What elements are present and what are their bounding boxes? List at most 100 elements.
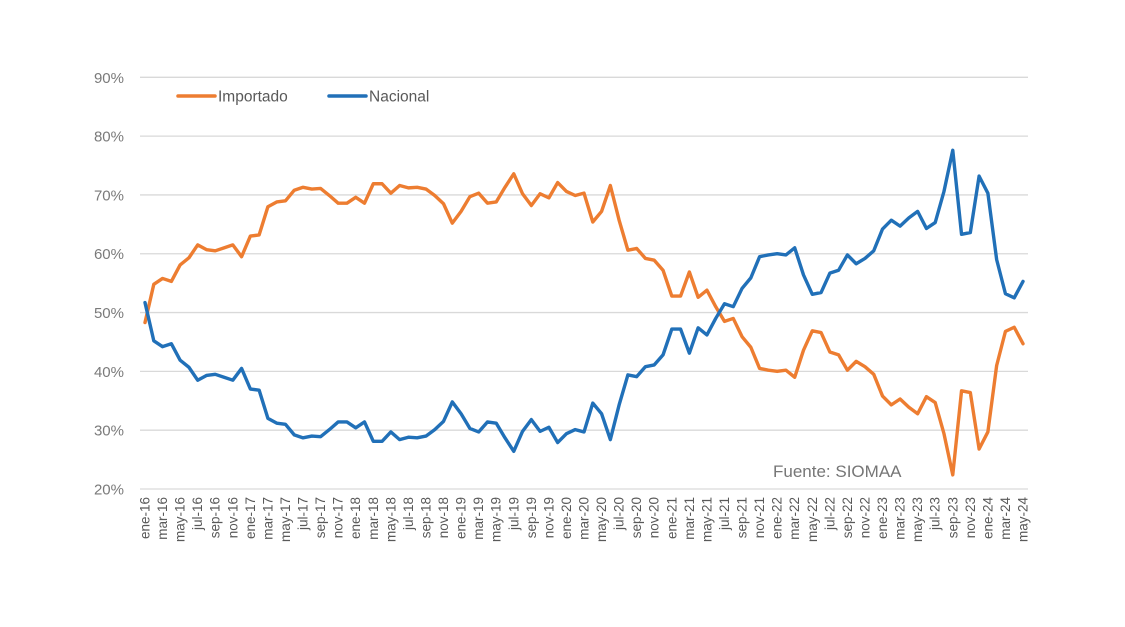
data-point [293, 189, 296, 192]
x-tick-label: sep-22 [840, 497, 855, 538]
x-tick-label: mar-21 [682, 497, 697, 540]
data-point [1013, 296, 1016, 300]
x-tick-label: nov-20 [647, 497, 662, 538]
data-point [767, 368, 770, 372]
x-tick-label: nov-18 [436, 497, 451, 538]
data-point [205, 374, 208, 377]
x-tick-label: sep-16 [208, 497, 223, 538]
data-point [670, 327, 673, 331]
x-tick-label: sep-17 [313, 497, 328, 538]
data-point [609, 438, 612, 441]
x-tick-label: ene-23 [875, 497, 890, 539]
data-point [538, 192, 542, 195]
source-annotation: Fuente: SIOMAA [773, 462, 902, 481]
x-tick-label: mar-22 [787, 497, 802, 540]
data-point [336, 201, 340, 205]
data-point [547, 196, 551, 200]
data-point [503, 186, 507, 189]
data-point [477, 191, 480, 195]
data-point [152, 283, 155, 286]
data-point [328, 428, 331, 431]
data-point [986, 430, 990, 434]
data-point [398, 438, 401, 441]
data-point [969, 391, 972, 394]
x-tick-label: may-19 [489, 497, 504, 542]
data-point [240, 255, 243, 258]
data-point [495, 200, 498, 204]
data-point [538, 430, 542, 433]
data-point [951, 149, 954, 152]
x-tick-label: nov-19 [541, 497, 556, 538]
data-point [854, 360, 858, 363]
x-tick-label: may-21 [699, 497, 714, 542]
data-point [451, 400, 454, 404]
data-point [688, 270, 691, 274]
data-point [863, 365, 867, 368]
x-tick-label: may-22 [805, 497, 820, 542]
data-point [898, 224, 902, 228]
data-point [679, 294, 682, 298]
data-point [872, 249, 875, 253]
data-point [231, 243, 234, 247]
series-points-importado [143, 172, 1025, 477]
data-point [293, 433, 296, 437]
x-tick-label: may-16 [173, 497, 188, 542]
data-point [231, 378, 234, 382]
data-point [793, 246, 796, 250]
x-tick-label: sep-18 [418, 497, 433, 538]
data-point [653, 259, 656, 262]
data-point [451, 221, 454, 225]
data-point [854, 262, 858, 265]
data-point [214, 249, 217, 253]
data-point [178, 358, 182, 362]
data-point [486, 420, 489, 424]
x-tick-label: jul-19 [506, 497, 521, 531]
data-point [143, 301, 147, 304]
x-tick-label: ene-19 [454, 497, 469, 539]
series-lines [143, 148, 1025, 477]
x-tick-label: sep-19 [524, 497, 539, 538]
data-point [696, 296, 700, 299]
y-tick-label: 40% [94, 364, 124, 381]
data-point [222, 246, 226, 250]
data-point [512, 172, 515, 175]
data-point [723, 302, 726, 305]
data-point [187, 256, 191, 260]
data-point [661, 353, 665, 357]
data-point [521, 192, 524, 195]
x-tick-label: mar-23 [893, 497, 908, 540]
data-point [574, 194, 577, 197]
data-point [459, 210, 463, 213]
y-axis-ticks: 20% 30% 40% 50% 60% 70% 80% 90% [94, 70, 124, 499]
data-point [152, 339, 155, 342]
x-tick-label: ene-18 [348, 497, 363, 539]
data-point [749, 346, 753, 349]
x-tick-label: mar-16 [155, 497, 170, 540]
data-point [170, 342, 173, 345]
data-point [214, 373, 217, 376]
legend-item-importado[interactable]: Importado [176, 89, 288, 106]
data-point [424, 434, 428, 438]
x-tick-label: mar-20 [577, 497, 592, 540]
x-tick-label: mar-18 [366, 497, 381, 540]
data-point [767, 253, 770, 257]
data-point [433, 428, 436, 431]
data-point [1021, 280, 1025, 283]
data-point [995, 258, 998, 261]
data-point [811, 293, 814, 296]
data-point [486, 201, 489, 205]
data-point [591, 401, 594, 405]
y-tick-label: 70% [94, 187, 124, 204]
legend-item-nacional[interactable]: Nacional [327, 89, 429, 106]
data-point [354, 196, 357, 199]
data-point [881, 394, 884, 398]
data-point [442, 420, 445, 423]
x-tick-label: jul-16 [190, 497, 205, 531]
x-tick-label: jul-23 [928, 497, 943, 531]
data-point [617, 219, 621, 222]
data-point [995, 364, 998, 367]
data-point [819, 291, 823, 294]
x-tick-label: ene-17 [243, 497, 258, 539]
data-point [600, 210, 603, 213]
data-point [407, 186, 410, 190]
